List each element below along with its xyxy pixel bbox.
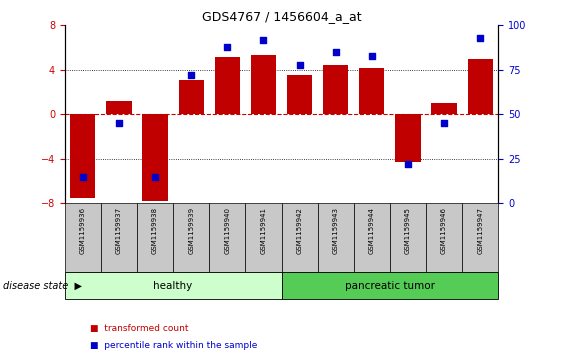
- Point: [150, 174, 159, 180]
- Point: [223, 44, 232, 50]
- Bar: [467, 59, 493, 114]
- Text: ■  percentile rank within the sample: ■ percentile rank within the sample: [90, 342, 257, 350]
- Point: [187, 72, 196, 78]
- Point: [295, 62, 304, 68]
- Bar: [359, 68, 385, 114]
- Bar: [323, 65, 348, 114]
- Point: [367, 53, 376, 58]
- Title: GDS4767 / 1456604_a_at: GDS4767 / 1456604_a_at: [202, 10, 361, 23]
- Text: GSM1159939: GSM1159939: [188, 207, 194, 254]
- Point: [476, 35, 485, 41]
- Bar: [390, 203, 426, 272]
- Text: GSM1159944: GSM1159944: [369, 207, 375, 254]
- Point: [331, 49, 340, 55]
- Text: GSM1159937: GSM1159937: [116, 207, 122, 254]
- Bar: [215, 57, 240, 114]
- Bar: [101, 203, 137, 272]
- Bar: [106, 101, 132, 114]
- Bar: [354, 203, 390, 272]
- Bar: [282, 203, 318, 272]
- Bar: [173, 203, 209, 272]
- Bar: [245, 203, 282, 272]
- Point: [440, 120, 449, 126]
- Bar: [395, 114, 421, 162]
- Text: disease state  ▶: disease state ▶: [3, 281, 82, 291]
- Bar: [70, 114, 96, 198]
- Bar: [426, 203, 462, 272]
- Bar: [282, 272, 498, 299]
- Text: GSM1159943: GSM1159943: [333, 207, 339, 254]
- Bar: [462, 203, 498, 272]
- Bar: [318, 203, 354, 272]
- Bar: [431, 103, 457, 114]
- Text: GSM1159936: GSM1159936: [80, 207, 86, 254]
- Point: [78, 174, 87, 180]
- Bar: [137, 203, 173, 272]
- Text: GSM1159941: GSM1159941: [261, 207, 266, 254]
- Bar: [65, 203, 101, 272]
- Text: GSM1159946: GSM1159946: [441, 207, 447, 254]
- Text: GSM1159945: GSM1159945: [405, 207, 411, 254]
- Text: GSM1159938: GSM1159938: [152, 207, 158, 254]
- Bar: [65, 272, 282, 299]
- Bar: [209, 203, 245, 272]
- Point: [114, 120, 123, 126]
- Text: ■  transformed count: ■ transformed count: [90, 324, 189, 333]
- Bar: [287, 76, 312, 114]
- Text: GSM1159947: GSM1159947: [477, 207, 483, 254]
- Point: [259, 37, 268, 42]
- Text: GSM1159940: GSM1159940: [224, 207, 230, 254]
- Text: healthy: healthy: [154, 281, 193, 291]
- Bar: [251, 56, 276, 114]
- Text: GSM1159942: GSM1159942: [297, 207, 302, 254]
- Text: pancreatic tumor: pancreatic tumor: [345, 281, 435, 291]
- Bar: [142, 114, 168, 201]
- Point: [404, 161, 413, 167]
- Bar: [178, 80, 204, 114]
